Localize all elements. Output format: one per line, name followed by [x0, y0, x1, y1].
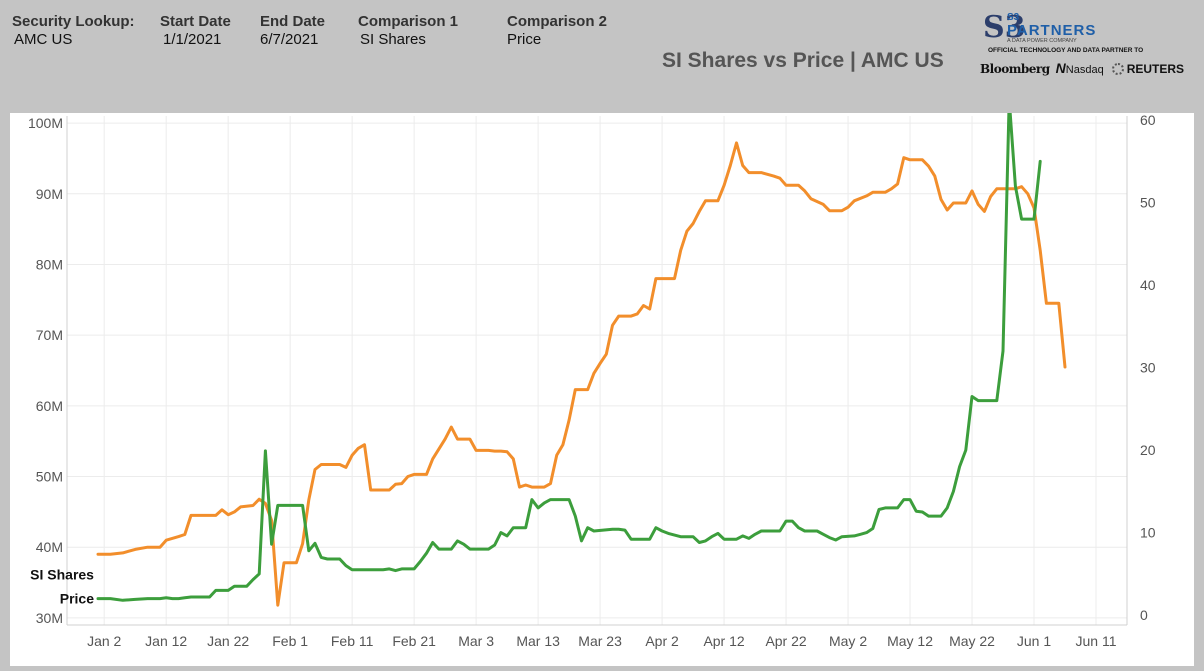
end-date-label: End Date — [260, 13, 326, 30]
s3-logo-tagline: A DATA POWER COMPANY — [1007, 38, 1077, 44]
comparison-2-field[interactable]: Comparison 2 Price — [507, 13, 607, 49]
series-line-price — [96, 98, 1042, 602]
left-axis-tick-label: 40M — [36, 539, 63, 555]
s3-logo-brand-top: S3 — [1007, 12, 1020, 23]
bloomberg-logo: Bloomberg — [980, 62, 1050, 76]
s3-logo-mark: S3 — [983, 10, 1026, 45]
nasdaq-mark-icon: N — [1055, 60, 1066, 76]
security-lookup-field[interactable]: Security Lookup: AMC US — [12, 13, 135, 49]
s3-partners-logo: S3 S3 PARTNERS A DATA POWER COMPANY OFFI… — [980, 10, 1195, 80]
right-axis-tick-label: 50 — [1140, 195, 1156, 211]
series-label-price: Price — [60, 591, 94, 607]
line-chart: 30M 40M 50M 60M 70M 80M 90M 100M 0 10 20 30 40 50 60 Ja… — [28, 98, 1156, 649]
security-lookup-value[interactable]: AMC US — [14, 31, 73, 48]
x-axis-tick-label: May 2 — [829, 633, 867, 649]
start-date-label: Start Date — [160, 13, 231, 30]
x-axis-tick-label: Jan 22 — [207, 633, 249, 649]
x-axis-tick-label: Mar 3 — [458, 633, 494, 649]
x-axis-tick-label: Apr 22 — [765, 633, 806, 649]
nasdaq-logo: Nasdaq — [1065, 64, 1104, 76]
x-axis-tick-label: May 22 — [949, 633, 995, 649]
x-axis-tick-label: Jun 11 — [1076, 633, 1117, 649]
official-partner-text: OFFICIAL TECHNOLOGY AND DATA PARTNER TO — [988, 47, 1144, 54]
right-axis-tick-label: 60 — [1140, 113, 1156, 128]
chart-title: SI Shares vs Price | AMC US — [662, 49, 944, 72]
x-axis-tick-label: Apr 2 — [645, 633, 679, 649]
x-axis-tick-label: May 12 — [887, 633, 933, 649]
x-axis-tick-label: Jan 2 — [87, 633, 121, 649]
right-axis-tick-label: 40 — [1140, 277, 1156, 293]
x-axis-tick-label: Mar 13 — [516, 633, 560, 649]
plot-area: 30M 40M 50M 60M 70M 80M 90M 100M 0 10 20 30 40 50 60 Ja… — [10, 98, 1194, 666]
comparison-1-value[interactable]: SI Shares — [360, 31, 426, 48]
left-axis-tick-label: 80M — [36, 256, 63, 272]
left-axis-tick-label: 70M — [36, 327, 63, 343]
left-axis-tick-label: 60M — [36, 398, 63, 414]
right-axis-tick-label: 10 — [1140, 525, 1156, 541]
x-axis-tick-label: Jan 12 — [145, 633, 187, 649]
x-axis-tick-label: Feb 1 — [272, 633, 308, 649]
start-date-field[interactable]: Start Date 1/1/2021 — [160, 13, 231, 49]
x-axis-tick-label: Mar 23 — [578, 633, 622, 649]
series-line-si-shares — [96, 141, 1067, 607]
comparison-2-value[interactable]: Price — [507, 31, 542, 48]
right-axis-tick-label: 20 — [1140, 442, 1156, 458]
end-date-field[interactable]: End Date 6/7/2021 — [260, 13, 325, 49]
comparison-1-field[interactable]: Comparison 1 SI Shares — [358, 13, 458, 49]
end-date-value[interactable]: 6/7/2021 — [260, 31, 319, 48]
s3-logo-brand: PARTNERS — [1007, 22, 1097, 39]
right-axis-tick-label: 30 — [1140, 360, 1156, 376]
reuters-logo: REUTERS — [1126, 62, 1185, 76]
left-axis-tick-label: 30M — [36, 610, 63, 626]
start-date-value[interactable]: 1/1/2021 — [163, 31, 222, 48]
x-axis-tick-label: Feb 11 — [331, 633, 374, 649]
x-axis-tick-label: Feb 21 — [392, 633, 436, 649]
reuters-mark-icon — [1111, 63, 1124, 75]
left-axis-tick-label: 50M — [36, 469, 63, 485]
left-axis-tick-label: 100M — [28, 115, 63, 131]
x-axis-tick-label: Jun 1 — [1017, 633, 1051, 649]
comparison-1-label: Comparison 1 — [358, 13, 459, 30]
security-lookup-label: Security Lookup: — [12, 13, 135, 30]
x-axis-tick-label: Apr 12 — [703, 633, 744, 649]
series-label-si-shares: SI Shares — [30, 566, 94, 582]
left-axis-tick-label: 90M — [36, 186, 63, 202]
comparison-2-label: Comparison 2 — [507, 13, 608, 30]
partner-logos: Bloomberg NNasdaq REUTERS — [980, 60, 1195, 76]
right-axis-tick-label: 0 — [1140, 607, 1148, 623]
